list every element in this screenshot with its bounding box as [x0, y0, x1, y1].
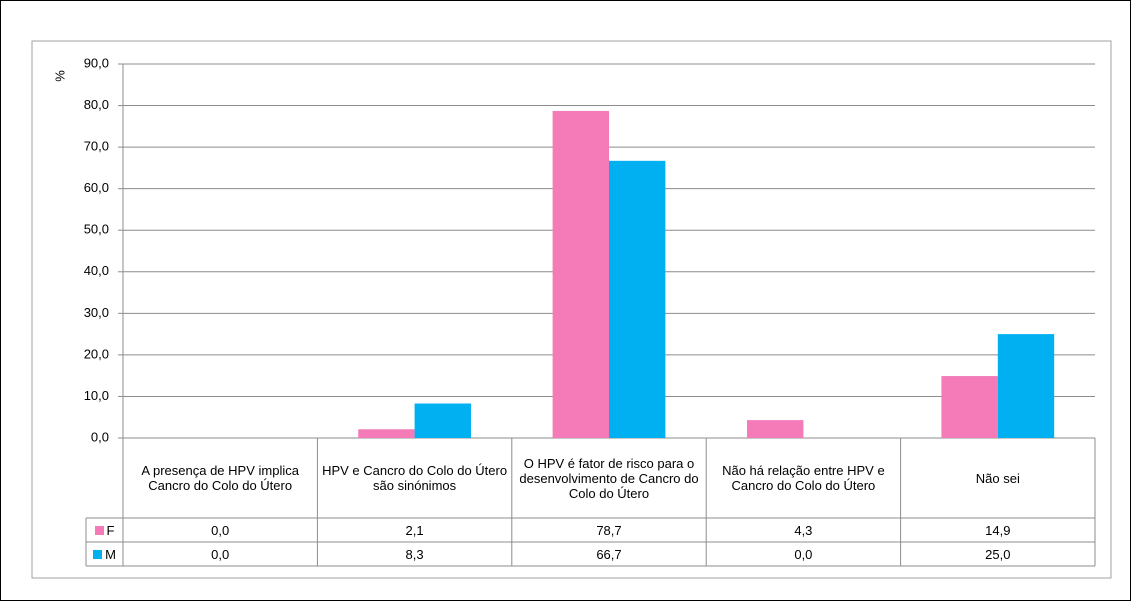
- legend-label: M: [105, 546, 116, 562]
- category-label: Não há relação entre HPV e Cancro do Col…: [722, 463, 885, 493]
- table-value: 66,7: [596, 546, 622, 562]
- table-value: 0,0: [211, 546, 230, 562]
- legend-key: [93, 549, 103, 559]
- y-tick-label: 30,0: [84, 305, 109, 320]
- y-tick-label: 10,0: [84, 388, 109, 403]
- table-value: 78,7: [596, 522, 622, 538]
- legend-entry: F: [86, 518, 123, 542]
- table-value: 0,0: [794, 546, 813, 562]
- category-label: HPV e Cancro do Colo do Útero são sinóni…: [322, 463, 508, 493]
- bar: [414, 403, 471, 438]
- y-tick-label: 80,0: [84, 97, 109, 112]
- y-tick-label: 0,0: [91, 429, 109, 444]
- table-value: 14,9: [985, 522, 1011, 538]
- y-tick-label: 90,0: [84, 55, 109, 70]
- bar: [997, 334, 1055, 438]
- table-value: 25,0: [985, 546, 1011, 562]
- y-axis-label: %: [52, 70, 67, 82]
- bar: [358, 429, 415, 438]
- bar: [609, 160, 666, 438]
- table-value: 4,3: [794, 522, 813, 538]
- table-value: 0,0: [211, 522, 230, 538]
- y-tick-label: 70,0: [84, 139, 109, 154]
- y-tick-label: 40,0: [84, 263, 109, 278]
- category-label: O HPV é fator de risco para o desenvolvi…: [519, 455, 699, 501]
- table-value: 2,1: [405, 522, 424, 538]
- y-tick-label: 60,0: [84, 180, 109, 195]
- bar: [747, 420, 804, 438]
- legend-label: F: [106, 522, 115, 538]
- y-tick-label: 20,0: [84, 346, 109, 361]
- category-label: A presença de HPV implica Cancro do Colo…: [141, 463, 299, 493]
- legend-entry: M: [86, 542, 123, 566]
- table-value: 8,3: [405, 546, 424, 562]
- category-label: Não sei: [975, 470, 1020, 486]
- bar: [552, 110, 609, 439]
- legend-key: [94, 525, 104, 535]
- y-tick-label: 50,0: [84, 222, 109, 237]
- bar: [941, 376, 998, 438]
- chart-border: [31, 40, 1112, 579]
